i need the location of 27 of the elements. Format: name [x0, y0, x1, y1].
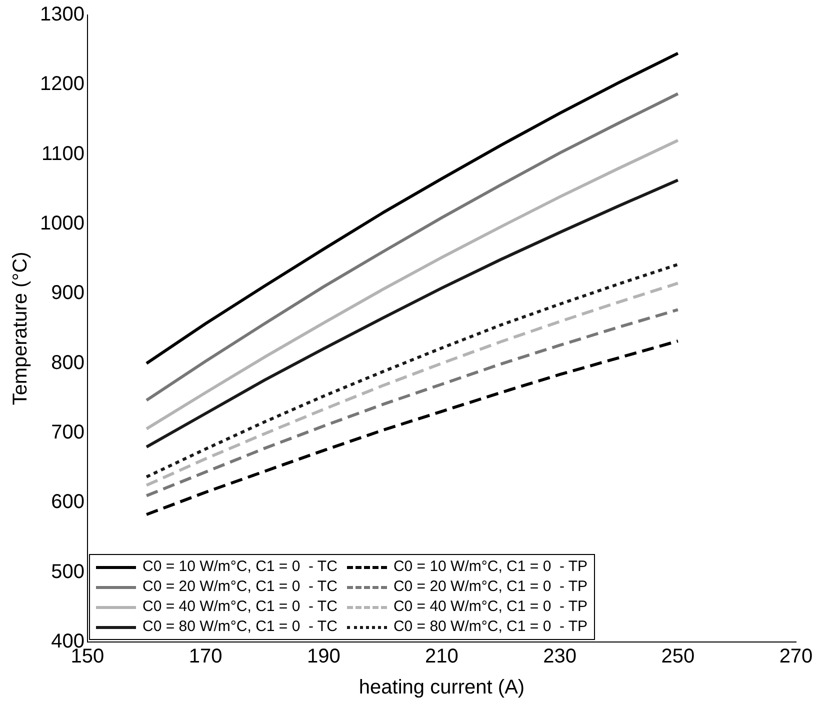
- legend-label: C0 = 40 W/m°C, C1 = 0 - TC: [142, 597, 338, 617]
- line-series: [145, 308, 680, 498]
- y-tick-label: 800: [51, 352, 84, 374]
- x-tick-label: 230: [543, 646, 577, 668]
- y-tick-label: 500: [51, 560, 84, 583]
- y-tick-label: 1000: [40, 212, 84, 235]
- legend-label: C0 = 40 W/m°C, C1 = 0 - TP: [393, 597, 588, 617]
- legend-label: C0 = 10 W/m°C, C1 = 0 - TC: [142, 557, 338, 577]
- legend-label: C0 = 20 W/m°C, C1 = 0 - TC: [142, 577, 338, 597]
- x-tick-label: 190: [306, 646, 340, 668]
- y-tick-label: 700: [51, 422, 84, 444]
- line-series: [145, 340, 680, 516]
- x-tick-label: 270: [779, 646, 813, 668]
- y-tick-label: 1300: [40, 4, 84, 26]
- y-tick-label: 1200: [40, 73, 84, 96]
- x-tick-label: 170: [188, 646, 222, 668]
- legend-label: C0 = 20 W/m°C, C1 = 0 - TP: [393, 577, 588, 597]
- legend-label: C0 = 80 W/m°C, C1 = 0 - TP: [393, 617, 588, 637]
- y-tick-label: 600: [51, 491, 84, 514]
- legend-label: C0 = 10 W/m°C, C1 = 0 - TP: [393, 557, 588, 577]
- x-tick-label: 250: [661, 646, 695, 668]
- legend-label: C0 = 80 W/m°C, C1 = 0 - TC: [142, 617, 338, 637]
- y-tick-label: 1100: [41, 142, 84, 165]
- y-axis-title: Temperature (°C): [10, 252, 32, 406]
- y-tick-label: 900: [51, 282, 84, 304]
- x-tick-label: 210: [425, 646, 458, 668]
- x-axis-title: heating current (A): [358, 676, 525, 699]
